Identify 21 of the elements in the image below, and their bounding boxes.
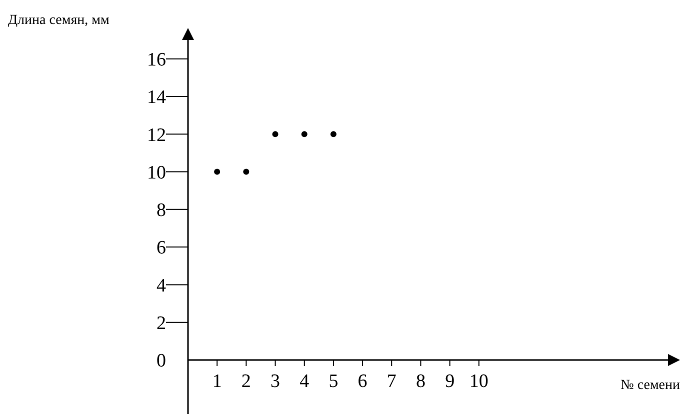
x-tick-label: 7 xyxy=(386,371,396,392)
x-tick-label: 3 xyxy=(270,371,280,392)
x-tick-label: 10 xyxy=(469,371,488,392)
y-tick-label: 2 xyxy=(156,313,166,334)
y-tick-label: 0 xyxy=(156,350,166,372)
x-tick-label: 9 xyxy=(445,371,455,392)
x-tick-label: 8 xyxy=(416,371,426,392)
x-tick-label: 5 xyxy=(328,371,338,392)
y-tick-label: 10 xyxy=(147,162,166,184)
x-tick-label: 4 xyxy=(300,371,310,392)
y-tick-label: 8 xyxy=(156,200,166,222)
x-tick-label: 6 xyxy=(358,371,368,392)
y-tick-label: 4 xyxy=(156,275,166,296)
y-tick-label: 6 xyxy=(156,238,166,259)
x-tick-label: 2 xyxy=(241,371,251,392)
y-tick-label: 12 xyxy=(147,124,166,146)
x-axis-title: № семени xyxy=(620,378,681,393)
x-tick-label: 1 xyxy=(212,371,222,392)
y-tick-label: 16 xyxy=(147,49,166,70)
y-tick-label: 14 xyxy=(147,87,166,108)
y-axis-title: Длина семян, мм xyxy=(8,13,110,28)
